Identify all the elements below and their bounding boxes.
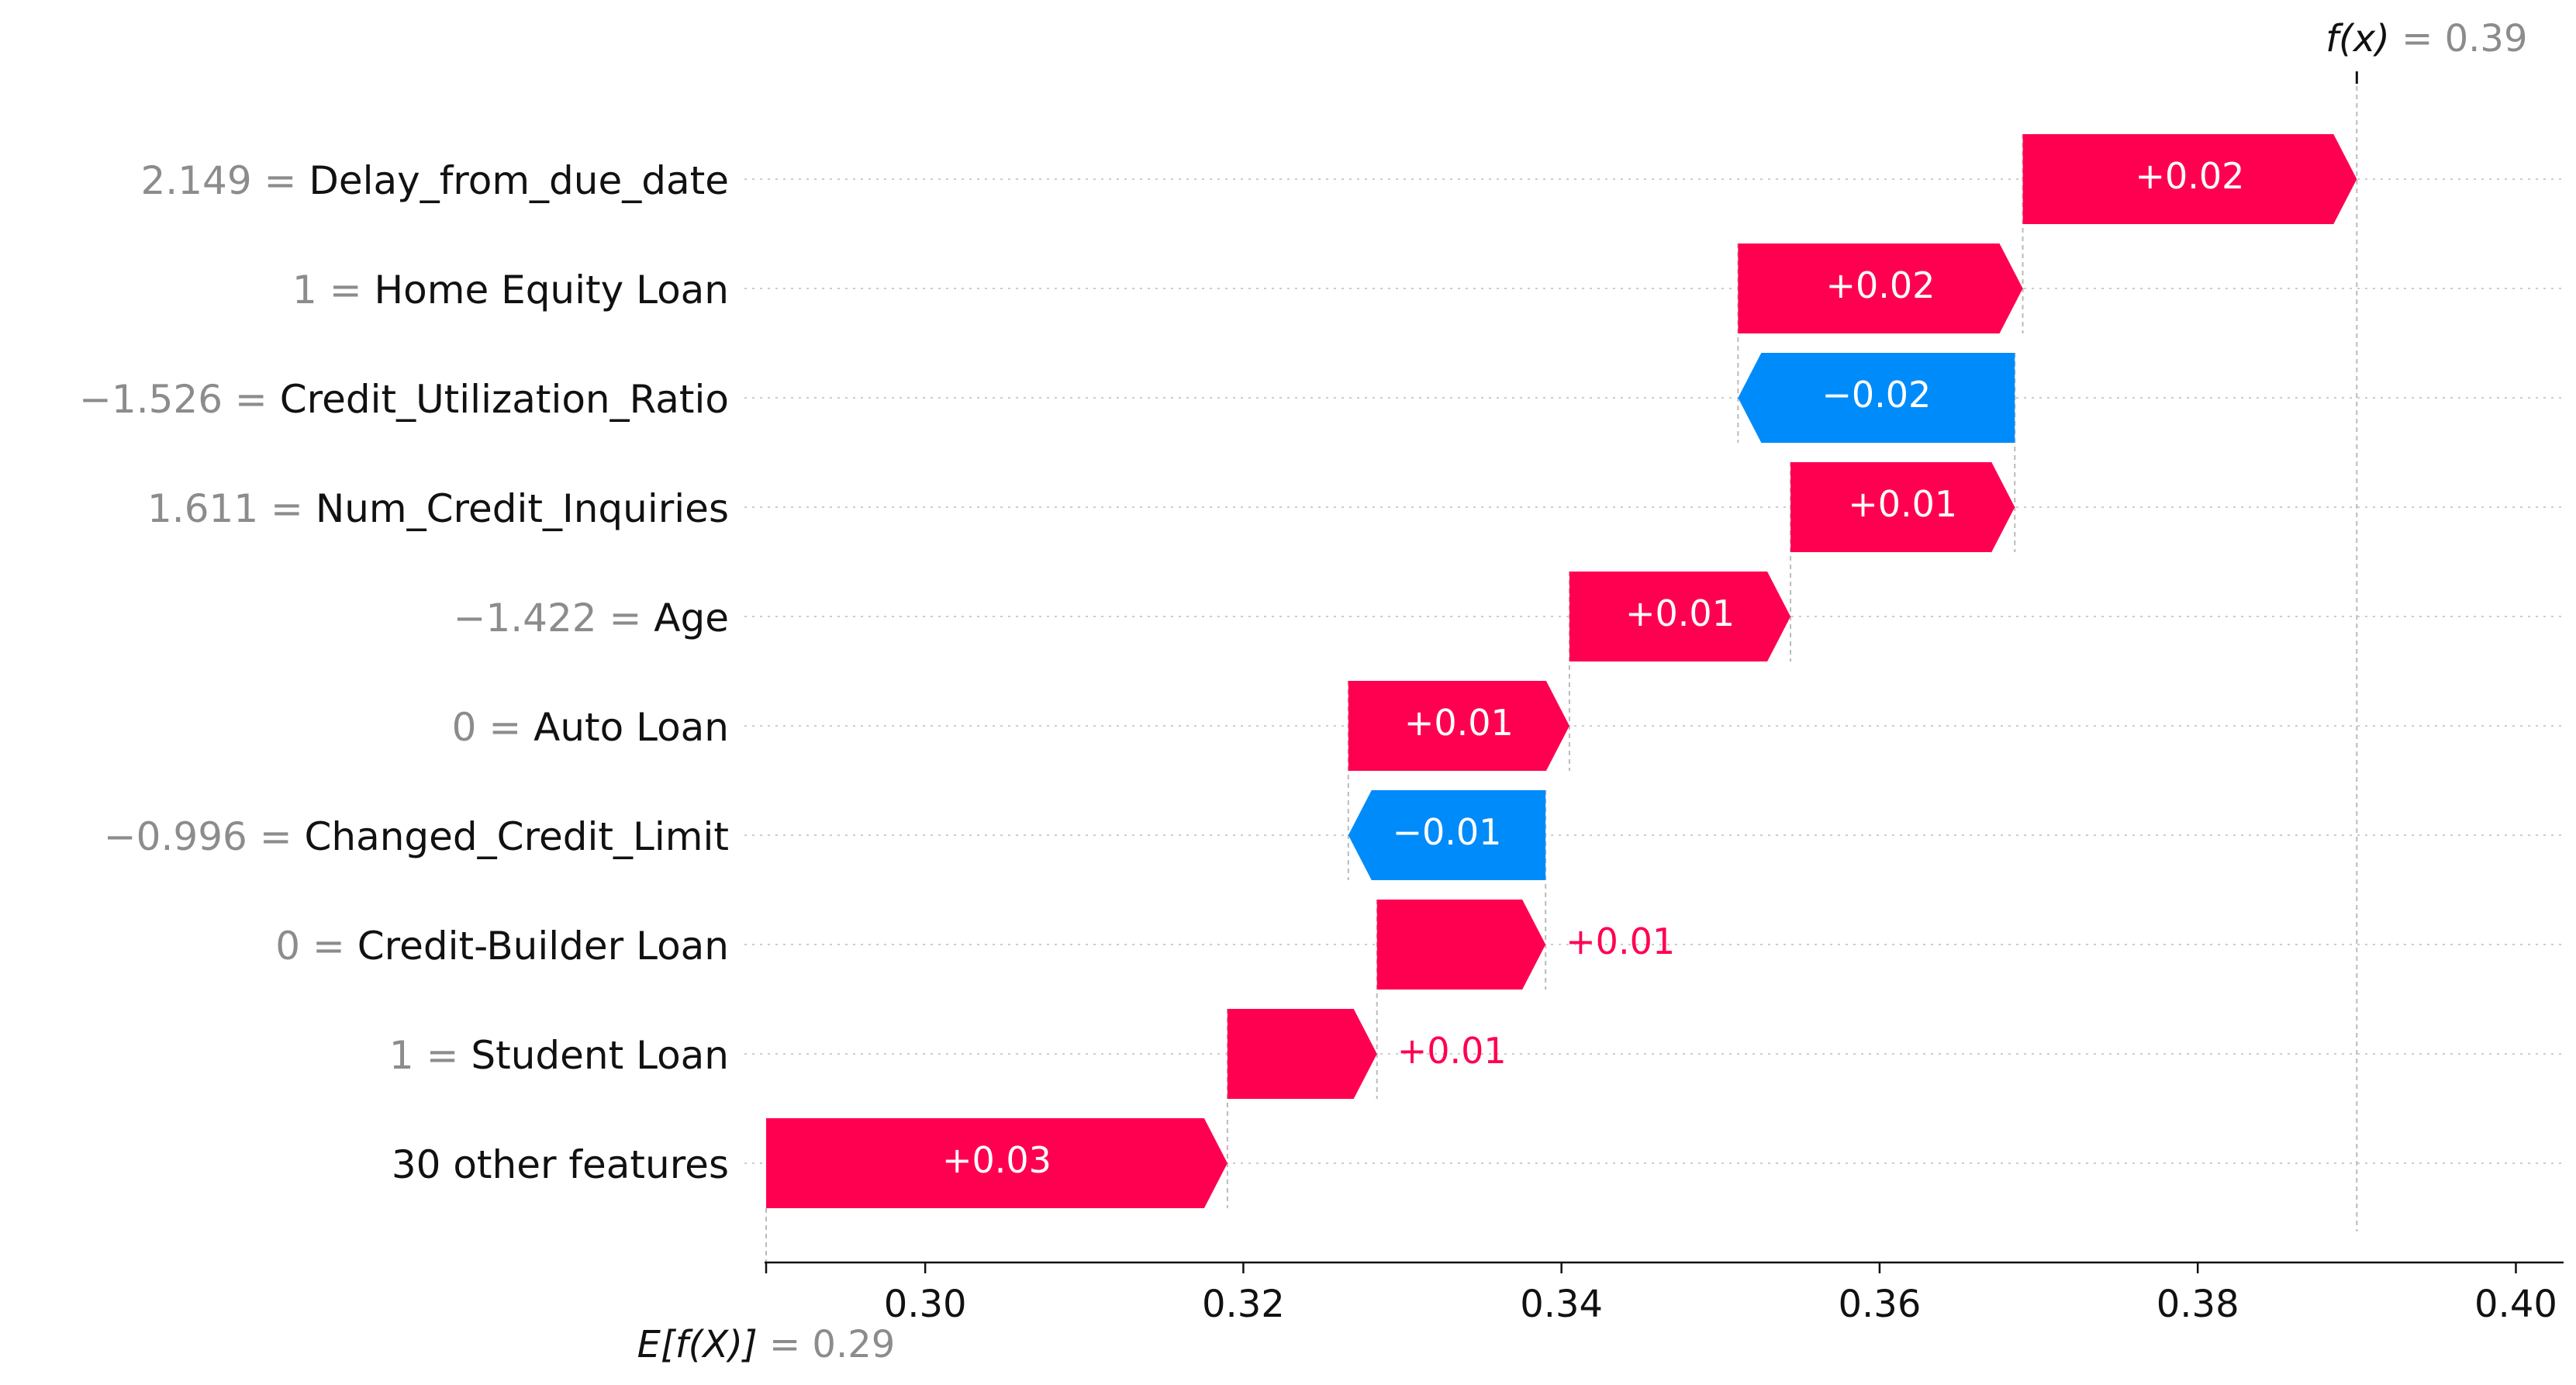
feature-label: 1.611 = Num_Credit_Inquiries bbox=[147, 486, 729, 531]
feature-name: Credit_Utilization_Ratio bbox=[280, 377, 729, 422]
x-tick-label: 0.32 bbox=[1202, 1283, 1285, 1326]
bar-value-label: +0.01 bbox=[1625, 592, 1735, 634]
bar-value-label: +0.01 bbox=[1397, 1030, 1507, 1072]
shap-bar bbox=[1738, 243, 2023, 333]
feature-name: 30 other features bbox=[392, 1142, 729, 1187]
feature-labels: 2.149 = Delay_from_due_date 1 = Home Equi… bbox=[79, 158, 729, 1187]
bar-value-label: +0.02 bbox=[1825, 264, 1935, 306]
feature-label: 2.149 = Delay_from_due_date bbox=[140, 158, 729, 203]
annotations: E[f(X)] = 0.29 f(x) = 0.39 bbox=[637, 17, 2528, 1366]
bar-value-label: +0.01 bbox=[1848, 483, 1957, 525]
feature-value: 0 = bbox=[452, 705, 534, 750]
grid-layer bbox=[744, 178, 2564, 1164]
feature-value: 1 = bbox=[389, 1033, 471, 1078]
feature-value: 0 = bbox=[275, 924, 357, 969]
feature-label: 0 = Auto Loan bbox=[452, 705, 729, 750]
feature-name: Student Loan bbox=[471, 1033, 729, 1078]
bar-value-label: +0.02 bbox=[2135, 155, 2244, 197]
shap-bar bbox=[2022, 134, 2357, 224]
feature-label: −0.996 = Changed_Credit_Limit bbox=[104, 814, 729, 859]
feature-label: 1 = Student Loan bbox=[389, 1033, 729, 1078]
x-tick-label: 0.30 bbox=[884, 1283, 967, 1326]
bar-value-label: +0.01 bbox=[1566, 920, 1675, 962]
output-value-label: f(x) bbox=[2326, 17, 2402, 60]
shap-bar bbox=[1790, 462, 2015, 552]
feature-label: 30 other features bbox=[392, 1142, 729, 1187]
feature-name: Num_Credit_Inquiries bbox=[316, 486, 729, 531]
feature-name: Home Equity Loan bbox=[375, 268, 729, 313]
shap-bar bbox=[1348, 790, 1546, 880]
x-tick-label: 0.40 bbox=[2474, 1283, 2557, 1326]
bar-value-label: +0.01 bbox=[1404, 702, 1514, 744]
feature-label: 1 = Home Equity Loan bbox=[292, 268, 729, 313]
shap-bar bbox=[1348, 681, 1569, 771]
x-tick-label: 0.34 bbox=[1520, 1283, 1603, 1326]
x-tick-label: 0.38 bbox=[2156, 1283, 2239, 1326]
feature-label: −1.526 = Credit_Utilization_Ratio bbox=[79, 377, 729, 422]
feature-name: Age bbox=[654, 596, 729, 641]
feature-value: 2.149 = bbox=[140, 158, 309, 203]
bar-layer: +0.02 +0.02 −0.02 +0.01 +0.01 +0.01 −0.01 +0.01… bbox=[766, 134, 2357, 1208]
output-value-annotation: f(x) = 0.39 bbox=[2326, 17, 2527, 60]
base-value-number: = 0.29 bbox=[769, 1323, 895, 1366]
connector-layer bbox=[765, 71, 2358, 1262]
feature-label: −1.422 = Age bbox=[454, 596, 729, 641]
feature-value: −0.996 = bbox=[104, 814, 305, 859]
feature-value: 1.611 = bbox=[147, 486, 316, 531]
feature-name: Changed_Credit_Limit bbox=[305, 814, 730, 859]
bar-value-label: −0.02 bbox=[1822, 374, 1931, 416]
shap-bar bbox=[1227, 1009, 1377, 1099]
shap-bar bbox=[1376, 900, 1546, 990]
feature-value: −1.526 = bbox=[79, 377, 280, 422]
shap-bar bbox=[766, 1118, 1228, 1208]
bar-value-label: −0.01 bbox=[1392, 811, 1501, 853]
feature-name: Delay_from_due_date bbox=[309, 158, 729, 203]
shap-bar bbox=[1569, 572, 1791, 661]
feature-label: 0 = Credit-Builder Loan bbox=[275, 924, 729, 969]
feature-name: Auto Loan bbox=[534, 705, 729, 750]
base-value-annotation: E[f(X)] = 0.29 bbox=[637, 1323, 896, 1366]
feature-value: 1 = bbox=[292, 268, 375, 313]
shap-bar bbox=[1738, 353, 2015, 443]
x-tick-label: 0.36 bbox=[1838, 1283, 1921, 1326]
bar-value-label: +0.03 bbox=[942, 1139, 1051, 1181]
output-value-number: = 0.39 bbox=[2402, 17, 2527, 60]
feature-value: −1.422 = bbox=[454, 596, 654, 641]
feature-name: Credit-Builder Loan bbox=[357, 924, 729, 969]
x-axis: 0.30 0.32 0.34 0.36 0.38 0.40 bbox=[765, 1261, 2564, 1326]
base-value-label: E[f(X)] bbox=[637, 1323, 769, 1366]
